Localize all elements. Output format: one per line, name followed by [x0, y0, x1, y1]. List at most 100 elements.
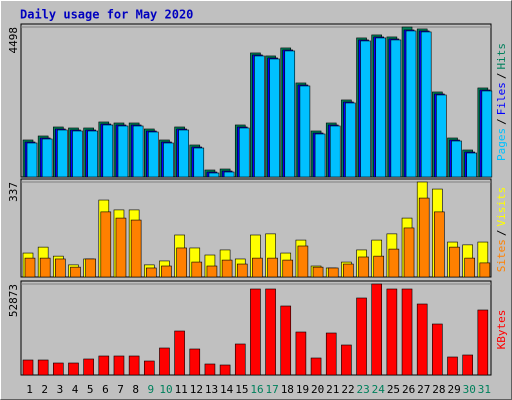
- legend-entry: Hits: [495, 43, 508, 70]
- x-tick-label: 17: [266, 383, 279, 396]
- x-tick-label: 20: [311, 383, 324, 396]
- x-tick-label: 1: [26, 383, 33, 396]
- bar: [464, 257, 475, 278]
- x-tick-label: 9: [148, 383, 155, 396]
- bar: [87, 130, 98, 178]
- legend-separator: /: [495, 230, 508, 237]
- bar: [314, 133, 326, 178]
- bar: [204, 363, 216, 376]
- bar: [70, 266, 81, 278]
- bar: [191, 261, 203, 278]
- bar: [345, 102, 356, 178]
- bar: [329, 125, 341, 178]
- bar: [234, 343, 246, 376]
- bar: [341, 344, 352, 376]
- bar: [178, 129, 189, 178]
- x-tick-label: 15: [235, 383, 248, 396]
- y-tick-label: 4498: [7, 27, 20, 54]
- bar: [297, 245, 309, 278]
- bar: [432, 323, 443, 376]
- bar: [250, 288, 261, 376]
- bar: [420, 31, 432, 178]
- bar: [252, 257, 263, 278]
- x-tick-label: 28: [432, 383, 445, 396]
- bar: [371, 283, 383, 376]
- bar: [360, 40, 371, 178]
- bar: [57, 129, 68, 178]
- bar: [193, 147, 205, 178]
- bar: [147, 131, 159, 178]
- legend: KBytes: [495, 310, 508, 350]
- bar: [208, 172, 220, 178]
- bar: [145, 267, 157, 278]
- bar: [176, 247, 187, 278]
- bar: [39, 257, 51, 278]
- bar: [254, 55, 265, 178]
- x-tick-label: 5: [87, 383, 94, 396]
- legend-entry: Files: [495, 82, 508, 115]
- x-tick-label: 3: [57, 383, 64, 396]
- y-tick-label: 337: [7, 182, 20, 202]
- x-tick-label: 4: [72, 383, 79, 396]
- chart-title: Daily usage for May 2020: [20, 8, 193, 22]
- bar: [462, 354, 473, 376]
- x-tick-label: 25: [387, 383, 400, 396]
- bar: [466, 152, 477, 178]
- bar: [325, 332, 337, 376]
- bar: [53, 362, 64, 376]
- bar: [83, 358, 94, 376]
- x-tick-label: 7: [117, 383, 124, 396]
- bar: [236, 263, 248, 278]
- bar: [163, 142, 174, 178]
- bar: [434, 211, 445, 278]
- bar: [115, 217, 127, 278]
- bar: [72, 130, 83, 178]
- bar: [284, 50, 296, 178]
- x-tick-label: 23: [357, 383, 370, 396]
- bar: [159, 347, 170, 376]
- x-tick-label: 12: [190, 383, 203, 396]
- bar: [219, 364, 231, 376]
- bar: [223, 171, 235, 178]
- x-tick-label: 10: [159, 383, 172, 396]
- x-tick-label: 11: [175, 383, 188, 396]
- x-tick-label: 22: [341, 383, 354, 396]
- bar: [161, 265, 172, 278]
- bar: [295, 331, 307, 376]
- legend-entry: Pages: [495, 128, 508, 161]
- bar: [269, 58, 280, 178]
- x-tick-label: 18: [281, 383, 294, 396]
- x-tick-label: 21: [326, 383, 339, 396]
- bar: [132, 125, 144, 178]
- y-tick-label: 52873: [7, 284, 20, 317]
- x-tick-label: 30: [463, 383, 476, 396]
- bar: [416, 303, 428, 376]
- bar: [221, 259, 233, 278]
- x-tick-label: 6: [102, 383, 109, 396]
- bar: [238, 127, 250, 178]
- x-tick-label: 14: [220, 383, 234, 396]
- bar: [265, 288, 276, 376]
- legend-entry: Sites: [495, 239, 508, 272]
- bar: [24, 257, 36, 278]
- bar: [312, 266, 324, 278]
- legend-separator: /: [495, 118, 508, 125]
- bar: [358, 256, 369, 278]
- bar: [449, 246, 460, 278]
- bar: [386, 288, 398, 376]
- bar: [401, 288, 413, 376]
- bar: [22, 359, 34, 376]
- legend: Pages / Files / Hits: [495, 43, 508, 161]
- x-tick-label: 24: [372, 383, 386, 396]
- bar: [130, 219, 142, 278]
- x-tick-label: 13: [205, 383, 218, 396]
- bar: [189, 348, 201, 376]
- x-tick-label: 27: [417, 383, 430, 396]
- bar: [85, 258, 96, 278]
- bar: [280, 305, 292, 376]
- x-tick-label: 16: [250, 383, 263, 396]
- x-tick-label: 8: [132, 383, 139, 396]
- bar: [113, 355, 125, 376]
- bar: [117, 125, 129, 178]
